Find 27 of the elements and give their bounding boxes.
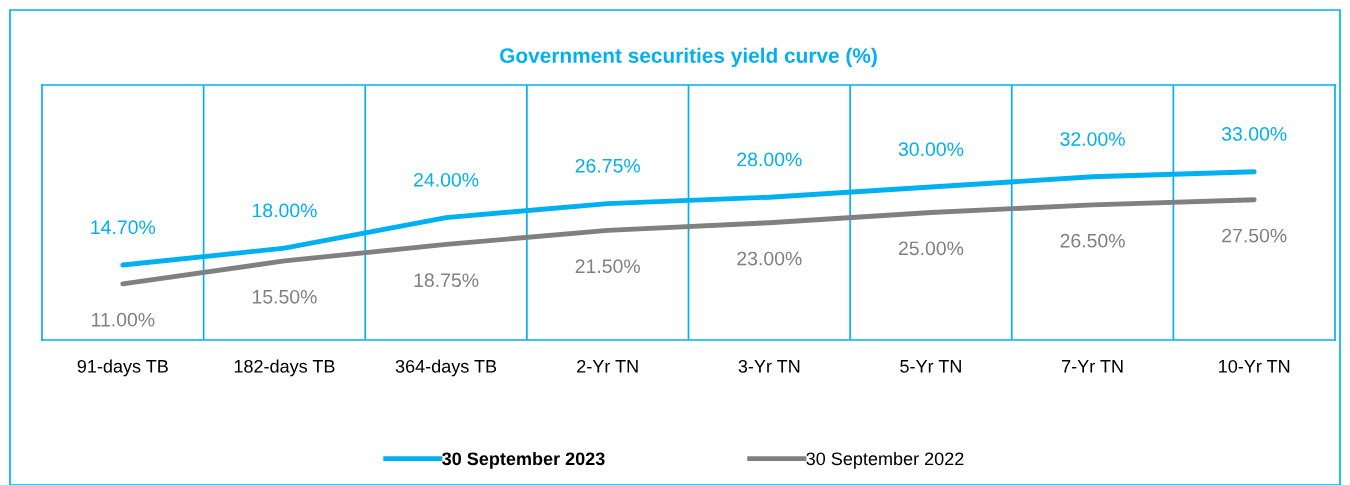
data-label: 14.70%: [91, 220, 156, 235]
data-label: 30.00%: [898, 142, 964, 157]
x-tick-label: 3-Yr TN: [738, 359, 800, 373]
x-tick-label: 7-Yr TN: [1062, 360, 1123, 373]
x-tick-label: 182-days TB: [234, 359, 335, 377]
data-label: 21.50%: [575, 259, 640, 274]
chart-title: Government securities yield curve (%): [500, 47, 877, 68]
data-label: 28.00%: [737, 152, 802, 167]
data-label: 25.00%: [898, 241, 964, 256]
data-label: 18.00%: [252, 203, 317, 218]
data-label: 18.75%: [414, 273, 479, 288]
data-label: 27.50%: [1222, 228, 1287, 243]
data-label: 26.75%: [575, 158, 640, 173]
data-label: 15.50%: [252, 289, 317, 304]
data-label: 26.50%: [1060, 233, 1125, 248]
x-tick-label: 364-days TB: [395, 359, 497, 377]
legend-label: 30 September 2023: [442, 451, 605, 469]
x-tick-label: 5-Yr TN: [900, 360, 961, 373]
x-tick-label: 2-Yr TN: [577, 359, 638, 373]
data-label: 32.00%: [1060, 132, 1125, 146]
data-label: 24.00%: [414, 172, 479, 187]
data-label: 11.00%: [92, 312, 155, 327]
data-label: 23.00%: [737, 251, 802, 266]
legend-label: 30 September 2022: [806, 451, 964, 469]
x-tick-label: 10-Yr TN: [1219, 359, 1290, 373]
x-tick-label: 91-days TB: [77, 359, 168, 377]
data-label: 33.00%: [1221, 127, 1287, 141]
